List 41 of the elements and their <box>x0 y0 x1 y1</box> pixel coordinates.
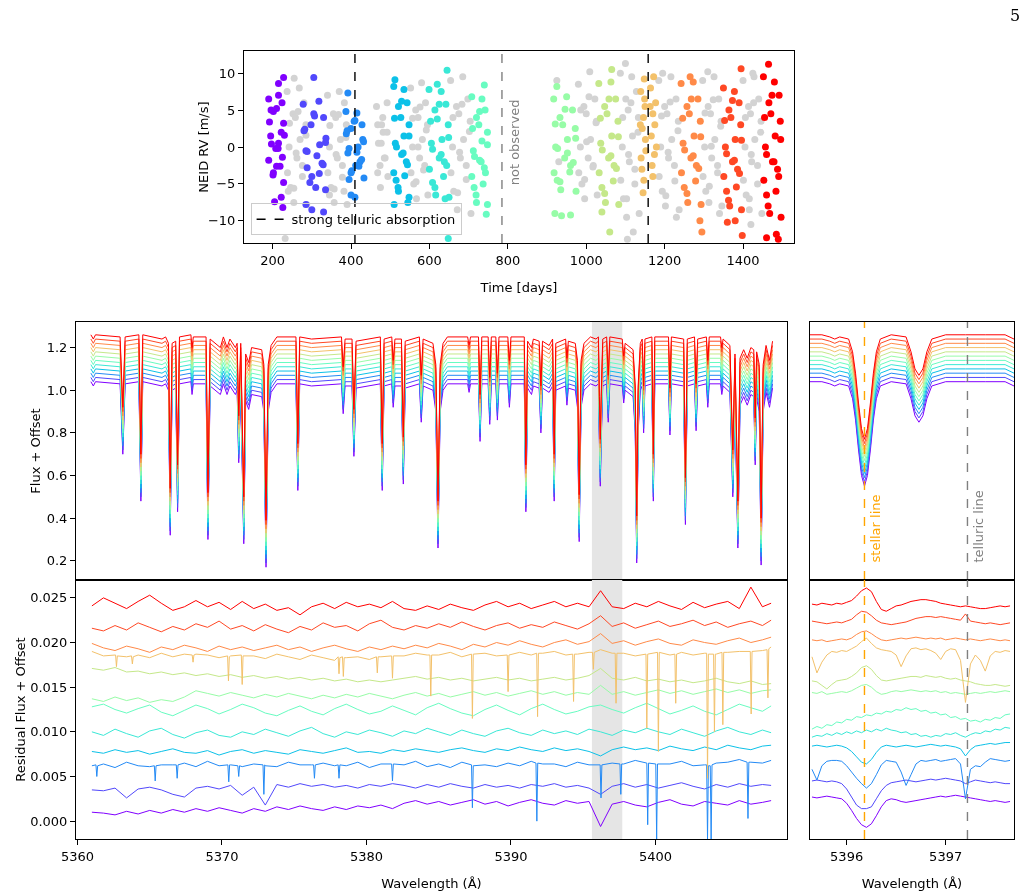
y-tick-label: −5 <box>216 176 236 192</box>
y-tick-label: 0.025 <box>30 590 68 606</box>
y-tick-label: 0.020 <box>30 635 68 651</box>
x-tick-label: 5390 <box>494 848 528 864</box>
x-tick-label: 1200 <box>648 252 682 268</box>
x-tick-label: 200 <box>260 252 286 268</box>
x-axis-title: Wavelength (Å) <box>861 876 963 891</box>
y-tick-label: 0.000 <box>30 813 68 829</box>
x-tick-label: 1000 <box>569 252 603 268</box>
x-axis-title: Wavelength (Å) <box>381 876 482 891</box>
x-tick-label: 600 <box>417 252 442 268</box>
y-axis-title: NEID RV [m/s] <box>196 101 211 193</box>
y-tick-label: 0 <box>227 139 236 155</box>
y-axis-title: Residual Flux + Offset <box>13 637 29 782</box>
y-tick-label: 0.8 <box>46 425 68 441</box>
text: 5 <box>1010 6 1021 25</box>
y-tick-label: 0.015 <box>30 679 68 695</box>
annotation: not observed <box>506 99 522 186</box>
y-tick-label: 0.005 <box>30 769 68 785</box>
y-tick-label: 1.0 <box>46 382 68 398</box>
x-tick-label: 5380 <box>349 848 384 864</box>
x-tick-label: 1400 <box>726 252 760 268</box>
ref-line-label: stellar line <box>868 494 884 563</box>
y-tick-label: 0.4 <box>46 510 68 526</box>
y-tick-label: 5 <box>227 102 236 118</box>
y-tick-label: 0.6 <box>46 468 68 484</box>
y-axis-title: Flux + Offset <box>28 408 43 494</box>
x-tick-label: 400 <box>338 252 364 268</box>
x-tick-label: 5396 <box>830 848 864 864</box>
ref-line-label: telluric line <box>971 490 987 563</box>
x-tick-label: 5397 <box>929 848 963 864</box>
y-tick-label: 0.010 <box>30 724 68 740</box>
y-tick-label: 10 <box>218 65 236 81</box>
x-tick-label: 5360 <box>60 848 94 864</box>
x-tick-label: 5400 <box>638 848 673 864</box>
x-tick-label: 800 <box>495 252 521 268</box>
x-tick-label: 5370 <box>205 848 239 864</box>
y-tick-label: 1.2 <box>46 340 68 356</box>
x-axis-title: Time [days] <box>479 280 558 295</box>
y-tick-label: 0.2 <box>46 553 68 569</box>
y-tick-label: −10 <box>207 213 236 229</box>
